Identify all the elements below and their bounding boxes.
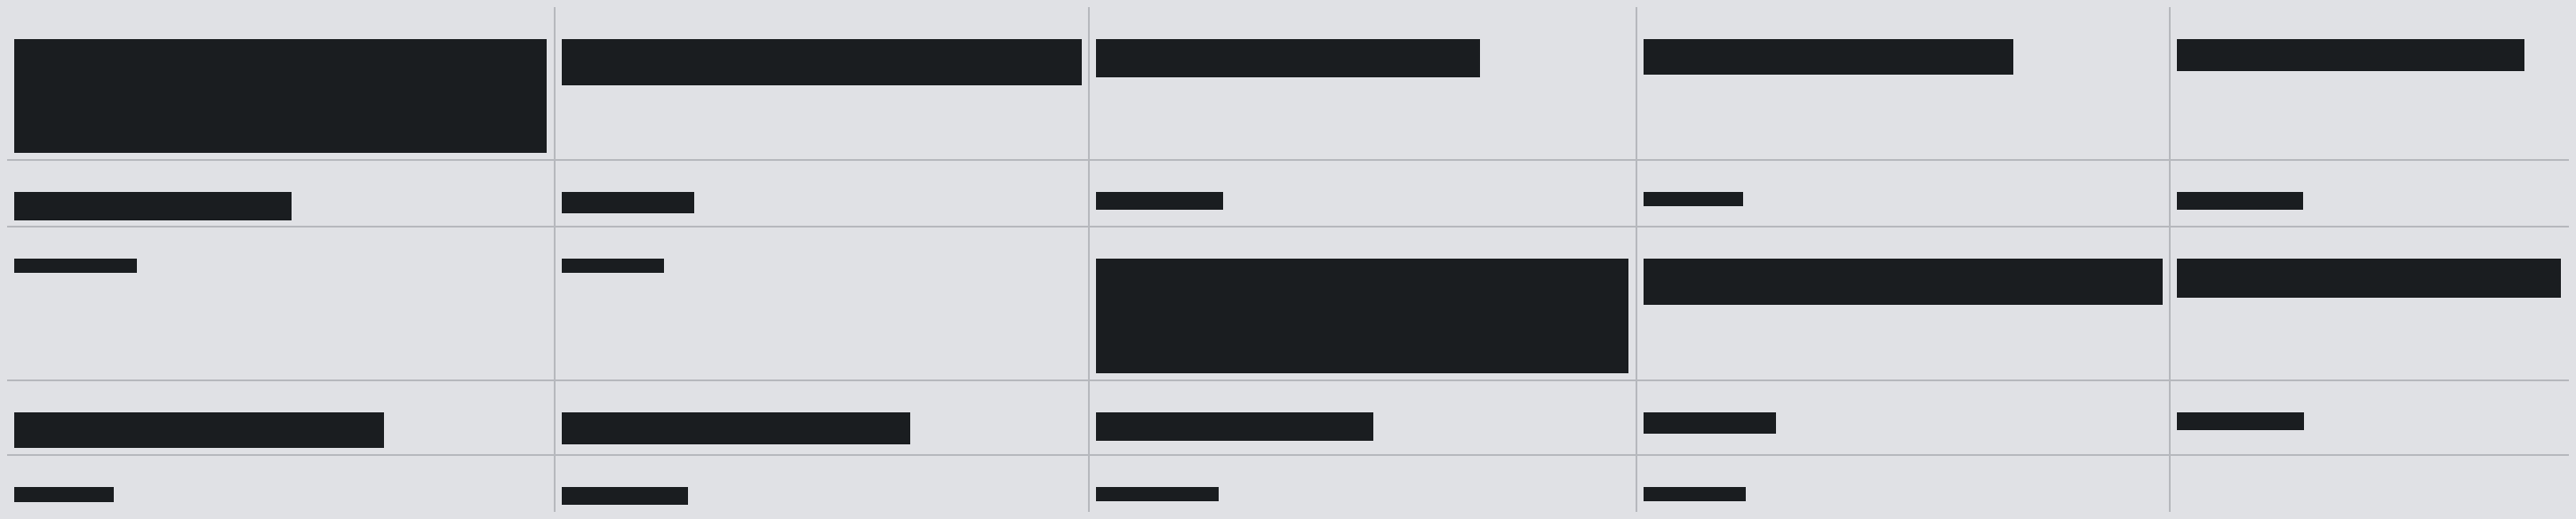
row-divider (7, 159, 2569, 161)
redacted-cell (562, 412, 910, 444)
row-divider (7, 454, 2569, 456)
column-divider (1088, 7, 1090, 512)
redacted-cell (1644, 192, 1743, 206)
redacted-cell (14, 487, 114, 502)
redacted-cell (562, 259, 664, 273)
redacted-cell (1644, 39, 2013, 75)
redacted-cell (1644, 412, 1776, 434)
redacted-cell (14, 39, 547, 153)
redacted-cell (562, 487, 688, 505)
row-divider (7, 226, 2569, 228)
redacted-cell (1096, 487, 1219, 501)
redacted-cell (562, 192, 694, 213)
column-divider (1636, 7, 1637, 512)
redacted-cell (1644, 259, 2163, 305)
column-divider (2169, 7, 2171, 512)
redacted-cell (2177, 39, 2524, 71)
redacted-cell (1644, 487, 1746, 501)
redacted-cell (1096, 192, 1223, 210)
redacted-cell (2177, 259, 2561, 298)
redacted-cell (14, 192, 292, 220)
redacted-cell (14, 412, 384, 448)
redacted-cell (14, 259, 137, 273)
redacted-cell (1096, 39, 1480, 77)
redacted-cell (1096, 412, 1373, 441)
redacted-cell (2177, 412, 2304, 430)
redacted-cell (562, 39, 1082, 85)
column-divider (554, 7, 556, 512)
redacted-cell (1096, 259, 1628, 373)
redacted-cell (2177, 192, 2303, 210)
row-divider (7, 379, 2569, 381)
